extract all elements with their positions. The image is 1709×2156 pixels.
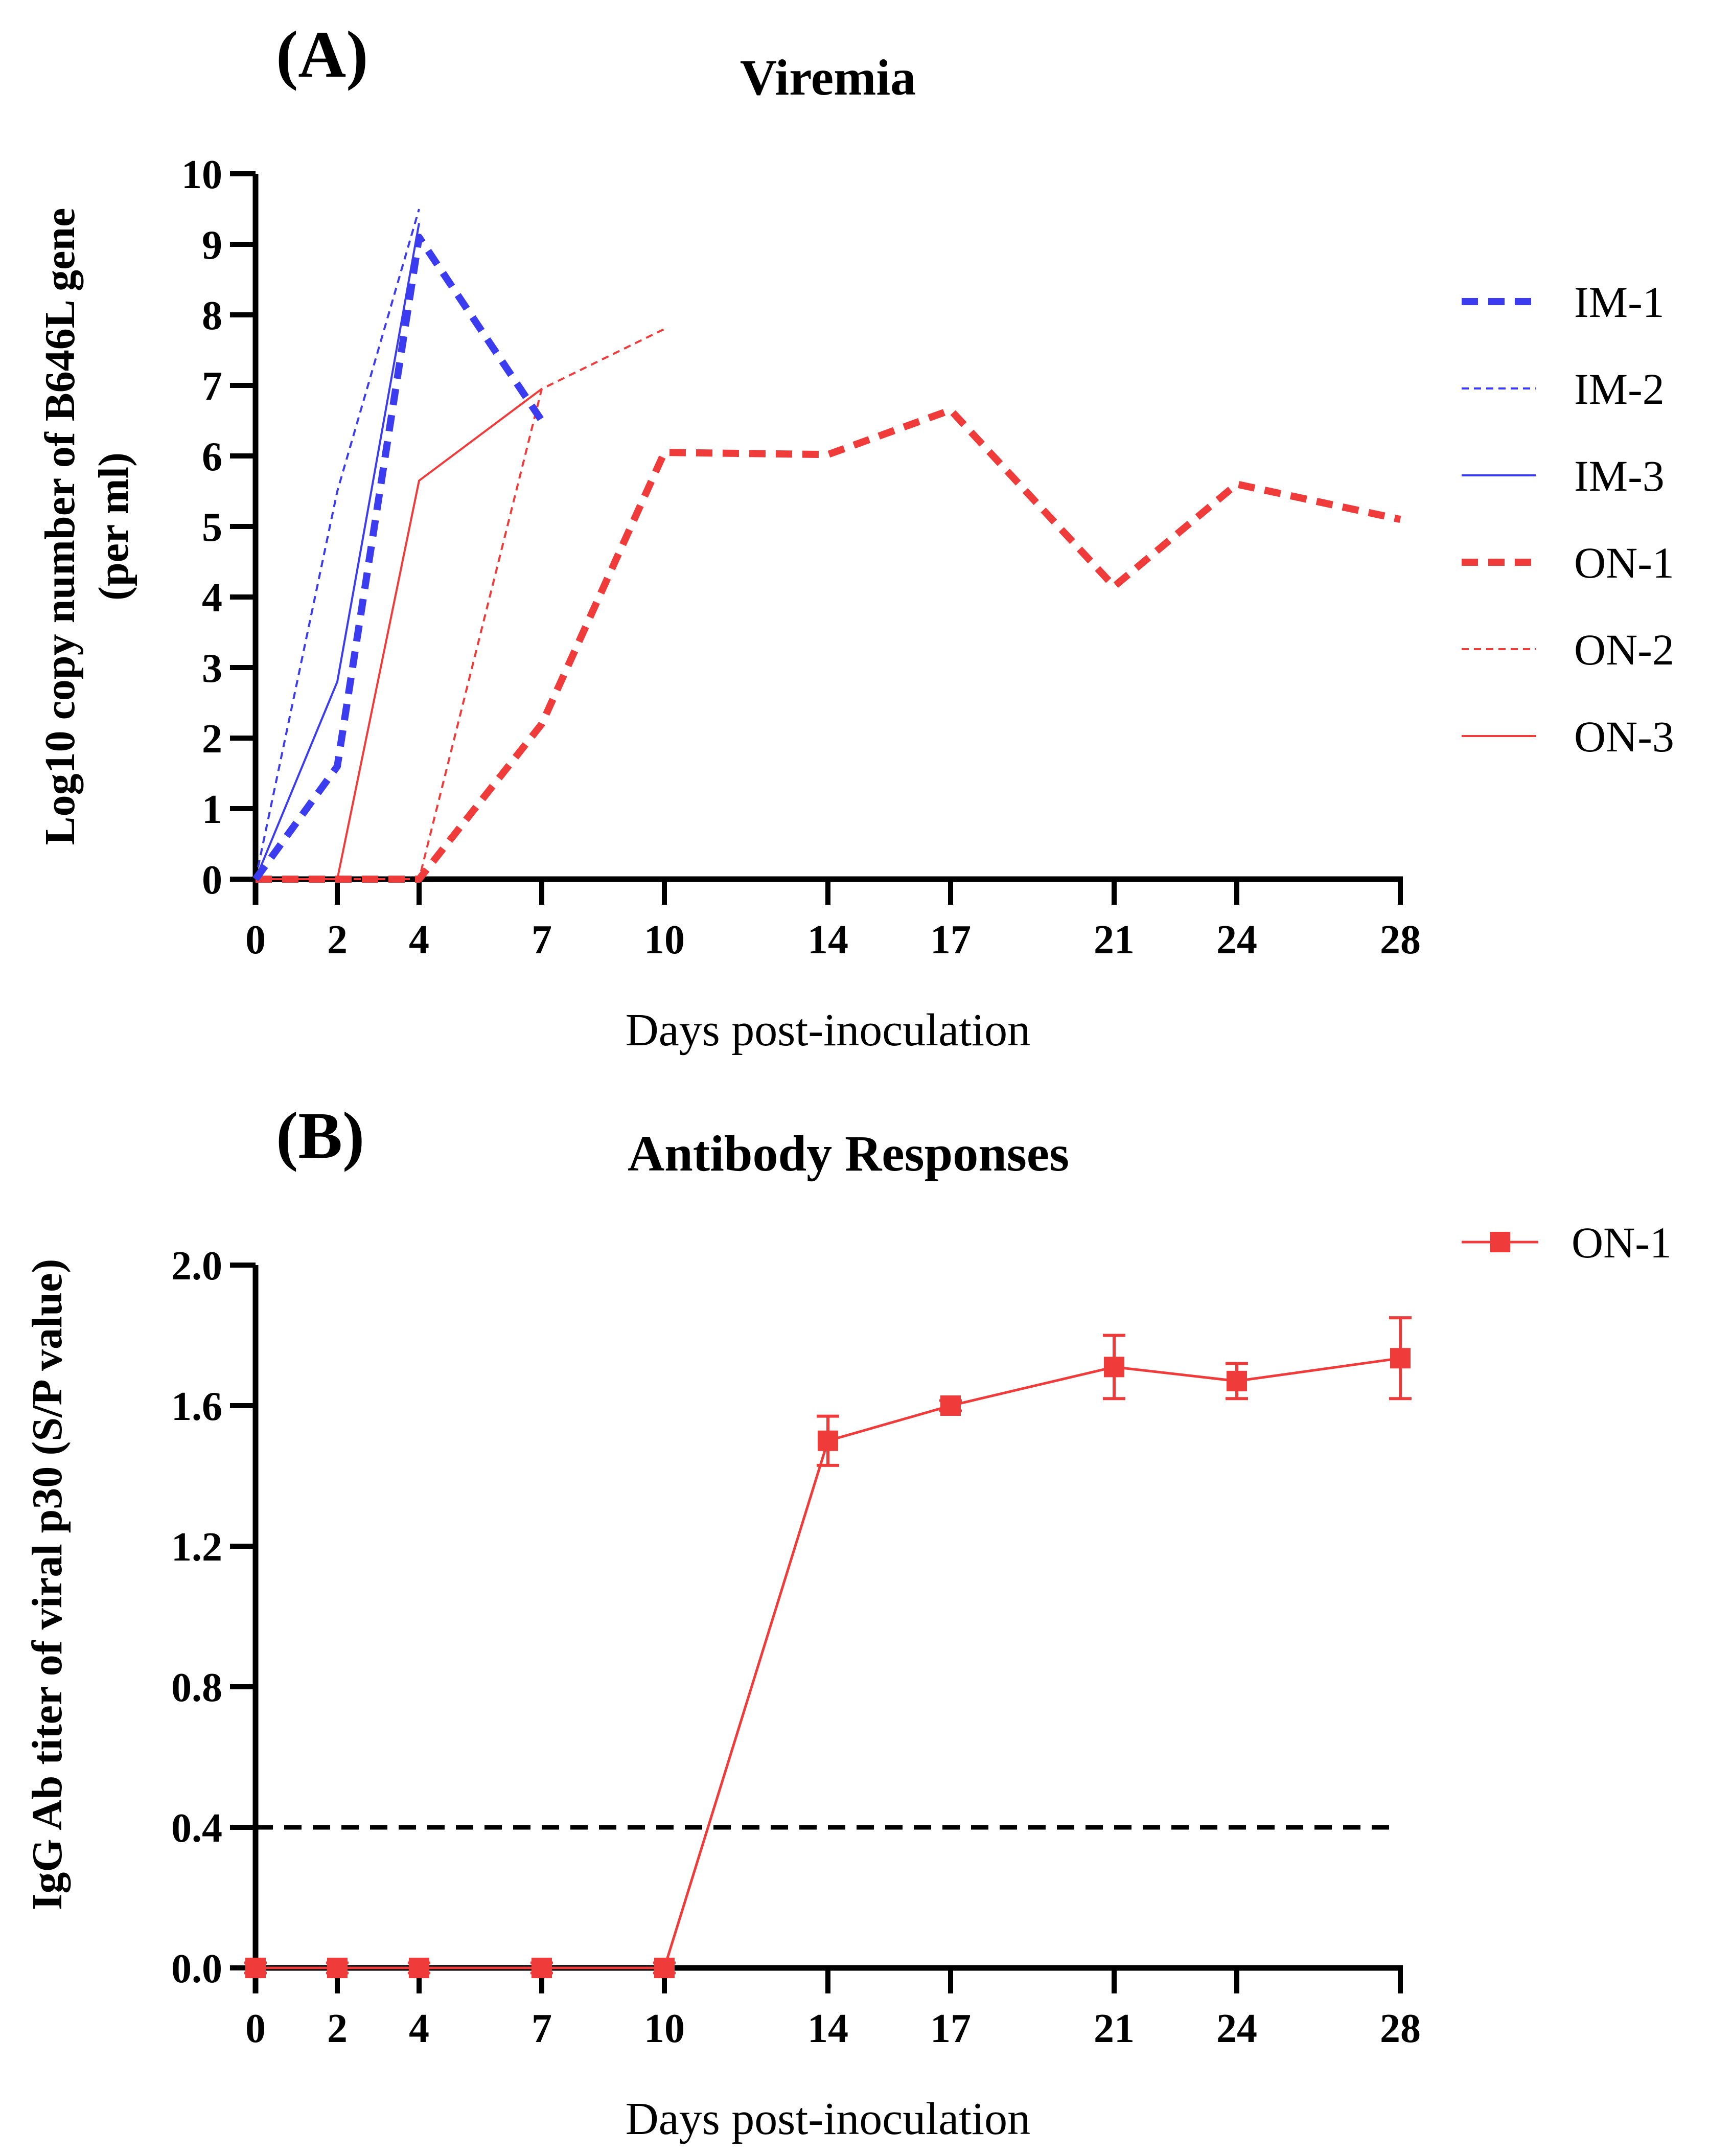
data-point-marker (1104, 1357, 1124, 1378)
panel-b-ylabel: IgG Ab titer of viral p30 (S/P value) (24, 1259, 71, 1911)
panel-b-y-tick-label: 1.2 (171, 1525, 222, 1570)
panel-a-y-tick-label: 6 (202, 434, 222, 479)
panel-a-letter: (A) (276, 18, 368, 91)
panel-b-y-tick-label: 0.4 (171, 1806, 222, 1851)
series-line-on-2 (256, 328, 665, 880)
data-point-marker (1390, 1348, 1411, 1369)
panel-a-x-tick-label: 21 (1094, 918, 1135, 962)
panel-a-y-tick-label: 4 (202, 576, 222, 621)
data-point-marker (532, 1958, 552, 1978)
panel-b-x-tick-label: 2 (327, 2006, 348, 2051)
panel-b-y-tick-label: 0.0 (171, 1946, 222, 1991)
panel-b-x-tick-label: 0 (245, 2006, 266, 2051)
panel-b-x-tick-label: 14 (807, 2006, 848, 2051)
data-point-marker (327, 1958, 348, 1978)
panel-a-x-tick-label: 0 (245, 918, 266, 962)
panel-a-y-tick-label: 10 (181, 152, 222, 197)
panel-a-y-tick-label: 5 (202, 505, 222, 550)
panel-a-ylabel-sub: (per ml) (90, 452, 137, 601)
legend-label-on-2: ON-2 (1574, 625, 1674, 674)
legend-label-on-1: ON-1 (1574, 538, 1674, 587)
panel-b-x-tick-label: 10 (644, 2006, 685, 2051)
panel-a-y-tick-label: 1 (202, 787, 222, 832)
data-point-marker (1227, 1370, 1247, 1391)
panel-a-xlabel: Days post-inoculation (626, 1005, 1030, 1056)
legend-label-im-3: IM-3 (1574, 451, 1665, 500)
series-line-on-1-antibody (256, 1357, 1401, 1969)
panel-b-y-tick-label: 0.8 (171, 1665, 222, 1710)
panel-a-title: Viremia (740, 49, 916, 106)
panel-b-x-tick-label: 4 (409, 2006, 429, 2051)
series-line-im-3 (255, 223, 420, 880)
panel-b-xlabel: Days post-inoculation (626, 2094, 1030, 2144)
panel-b-x-tick-label: 7 (532, 2006, 552, 2051)
series-line-im-2 (255, 209, 420, 880)
panel-a-y-tick-label: 9 (202, 223, 222, 268)
panel-a-y-tick-label: 7 (202, 364, 222, 409)
panel-b-x-tick-label: 28 (1380, 2006, 1421, 2051)
legend-label-on-1-antibody: ON-1 (1572, 1218, 1672, 1267)
panel-b-x-tick-label: 24 (1216, 2006, 1257, 2051)
legend-label-on-3: ON-3 (1574, 712, 1674, 761)
panel-a-x-tick-label: 24 (1216, 918, 1257, 962)
panel-b-x-tick-label: 21 (1094, 2006, 1135, 2051)
panel-a-y-tick-label: 2 (202, 717, 222, 762)
panel-a-ylabel: Log10 copy number of B646L gene (36, 208, 84, 845)
panel-a-x-tick-label: 28 (1380, 918, 1421, 962)
legend-marker-on-1-antibody (1490, 1232, 1510, 1252)
panel-a-y-tick-label: 8 (202, 293, 222, 338)
panel-a-y-tick-label: 3 (202, 646, 222, 691)
legend-label-im-2: IM-2 (1574, 364, 1665, 414)
series-line-im-1 (252, 234, 545, 882)
data-point-marker (654, 1958, 675, 1978)
data-point-marker (409, 1958, 429, 1978)
legend-label-im-1: IM-1 (1574, 278, 1665, 327)
data-point-marker (245, 1958, 266, 1978)
panel-b-letter: (B) (276, 1099, 364, 1173)
series-line-on-1 (256, 406, 1401, 883)
panel-a-x-tick-label: 4 (409, 918, 429, 962)
panel-a-x-tick-label: 10 (644, 918, 685, 962)
panel-b-y-tick-label: 1.6 (171, 1384, 222, 1429)
panel-a-y-tick-label: 0 (202, 858, 222, 903)
panel-b-y-tick-label: 2.0 (171, 1244, 222, 1289)
panel-b-x-tick-label: 17 (930, 2006, 971, 2051)
series-line-on-3 (256, 388, 543, 880)
panel-a-x-tick-label: 2 (327, 918, 348, 962)
panel-a-x-tick-label: 7 (532, 918, 552, 962)
data-point-marker (940, 1395, 961, 1416)
panel-a-x-tick-label: 17 (930, 918, 971, 962)
data-point-marker (818, 1430, 838, 1451)
panel-b-title: Antibody Responses (628, 1125, 1069, 1182)
panel-a-x-tick-label: 14 (807, 918, 848, 962)
